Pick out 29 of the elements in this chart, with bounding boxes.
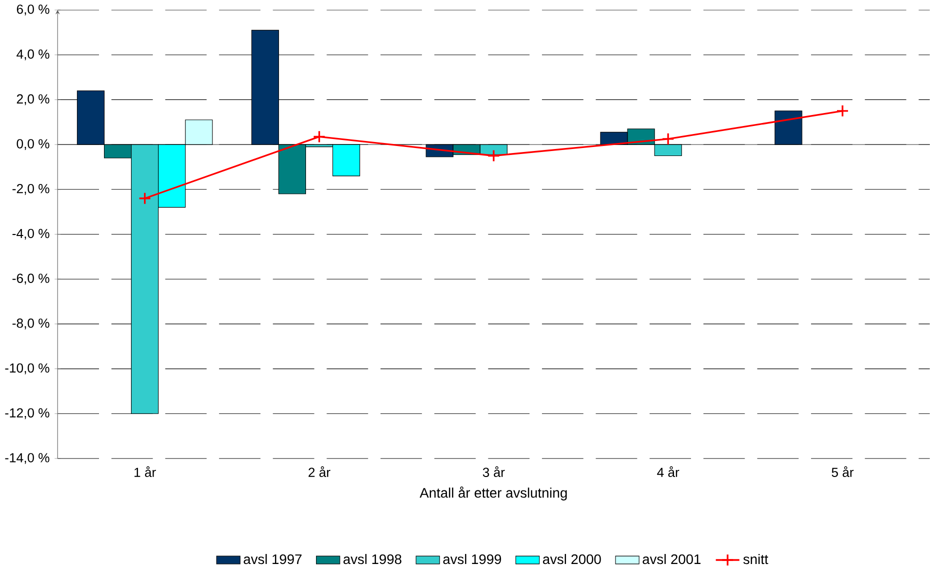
point [138,192,152,205]
y-tick-label: -10,0 % [5,364,50,374]
point [836,104,849,118]
bar [774,110,802,146]
legend-label: snitt [743,554,768,564]
point [487,150,500,162]
legend-label: avsl 1998 [343,554,402,564]
x-tick-label: 4 år [657,466,680,478]
y-tick-label: -12,0 % [5,408,50,420]
y-tick-label: -2,0 % [12,184,50,196]
y-tick-label: -4,0 % [12,229,50,240]
y-tick-label: 2,0 % [16,94,50,106]
y-tick-label: 6,0 % [16,4,50,16]
y-tick-label: -6,0 % [12,274,50,285]
legend-label: avsl 1999 [443,554,502,564]
x-axis-title: Antall år etter avslutning [420,486,567,501]
y-tick-label: -14,0 % [5,453,50,464]
y-tick-label: 4,0 % [16,50,50,60]
y-tick-label: -8,0 % [12,318,50,330]
legend-label: avsl 1997 [244,554,302,564]
legend-label: avsl 2001 [642,554,701,564]
x-tick-label: 3 år [482,466,505,478]
x-tick-label: 2 år [308,466,330,478]
y-tick-label: 0,0 % [16,139,50,150]
x-tick-label: 5 år [832,466,854,478]
point [662,132,674,146]
legend-label: avsl 2000 [542,554,601,564]
x-tick-label: 1 år [134,466,156,478]
point [312,130,326,144]
